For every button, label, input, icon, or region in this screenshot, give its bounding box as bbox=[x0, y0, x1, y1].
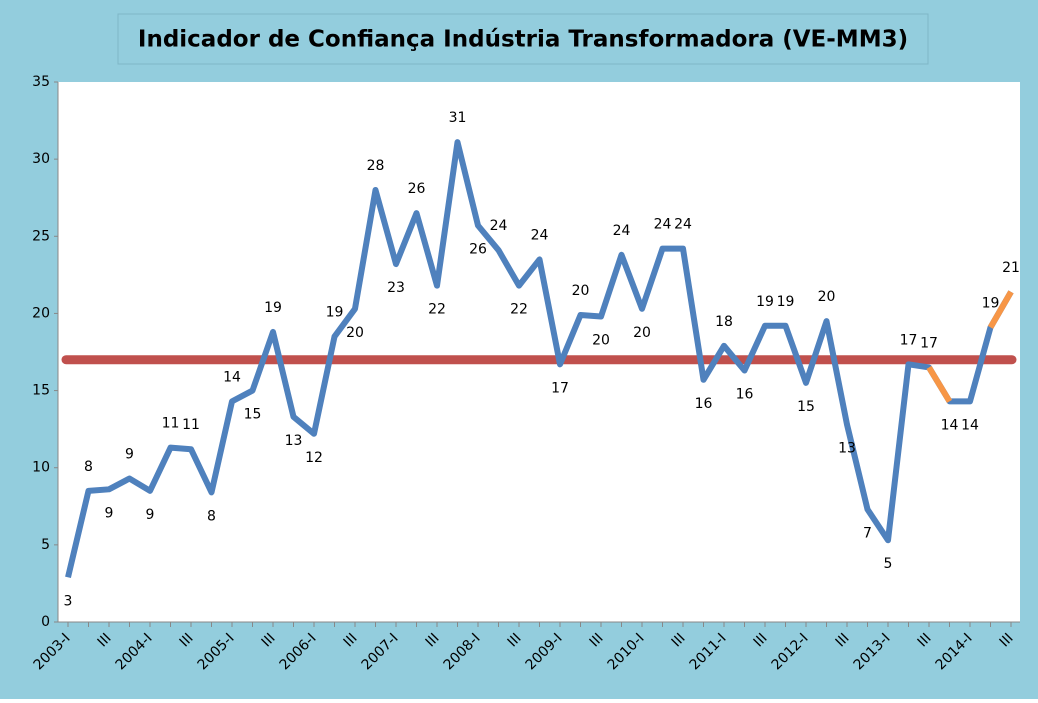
data-label: 26 bbox=[469, 241, 487, 257]
chart-title: Indicador de Confiança Indústria Transfo… bbox=[138, 27, 908, 53]
data-label: 16 bbox=[695, 396, 713, 412]
title-box bbox=[117, 13, 929, 65]
data-label: 19 bbox=[326, 305, 344, 321]
data-label: 3 bbox=[64, 593, 73, 609]
data-label: 20 bbox=[633, 325, 651, 341]
data-label: 24 bbox=[654, 217, 672, 233]
data-label: 11 bbox=[162, 416, 180, 432]
data-label: 18 bbox=[715, 314, 733, 330]
y-tick-label: 35 bbox=[32, 74, 50, 90]
data-label: 22 bbox=[428, 302, 446, 318]
data-label: 31 bbox=[449, 110, 467, 126]
data-label: 9 bbox=[125, 447, 134, 463]
line-series bbox=[926, 365, 953, 403]
data-label: 16 bbox=[736, 387, 754, 403]
data-label: 20 bbox=[346, 325, 364, 341]
data-label: 9 bbox=[105, 505, 114, 521]
data-label: 24 bbox=[531, 227, 549, 243]
data-label: 17 bbox=[920, 335, 938, 351]
data-label: 15 bbox=[244, 407, 262, 423]
data-label: 19 bbox=[756, 294, 774, 310]
line-series bbox=[65, 139, 1014, 578]
y-tick-label: 20 bbox=[32, 305, 50, 321]
data-label: 19 bbox=[982, 295, 1000, 311]
data-label: 11 bbox=[182, 417, 200, 433]
data-label: 21 bbox=[1002, 260, 1020, 276]
data-label: 20 bbox=[592, 333, 610, 349]
data-label: 24 bbox=[613, 223, 631, 239]
y-tick-label: 15 bbox=[32, 383, 50, 399]
data-label: 24 bbox=[674, 217, 692, 233]
data-label: 20 bbox=[818, 289, 836, 305]
data-label: 13 bbox=[838, 441, 856, 457]
data-label: 13 bbox=[285, 433, 303, 449]
data-label: 15 bbox=[797, 399, 815, 415]
data-label: 14 bbox=[223, 369, 241, 385]
y-tick-label: 0 bbox=[41, 614, 50, 630]
data-label: 17 bbox=[551, 380, 569, 396]
y-tick-label: 5 bbox=[41, 537, 50, 553]
y-tick-label: 10 bbox=[32, 460, 50, 476]
data-label: 9 bbox=[146, 507, 155, 523]
data-label: 20 bbox=[572, 283, 590, 299]
plot-area bbox=[58, 82, 1020, 622]
data-label: 5 bbox=[884, 556, 893, 572]
data-label: 7 bbox=[863, 525, 872, 541]
data-label: 8 bbox=[84, 459, 93, 475]
line-series bbox=[987, 290, 1014, 329]
data-label: 19 bbox=[777, 294, 795, 310]
data-label: 14 bbox=[941, 417, 959, 433]
y-tick-label: 30 bbox=[32, 151, 50, 167]
data-label: 28 bbox=[367, 158, 385, 174]
data-label: 8 bbox=[207, 508, 216, 524]
data-label: 24 bbox=[490, 218, 508, 234]
data-label: 19 bbox=[264, 300, 282, 316]
data-label: 22 bbox=[510, 302, 528, 318]
data-label: 26 bbox=[408, 181, 426, 197]
data-label: 14 bbox=[961, 417, 979, 433]
data-label: 23 bbox=[387, 280, 405, 296]
data-label: 12 bbox=[305, 450, 323, 466]
y-tick-label: 25 bbox=[32, 228, 50, 244]
data-label: 17 bbox=[900, 332, 918, 348]
